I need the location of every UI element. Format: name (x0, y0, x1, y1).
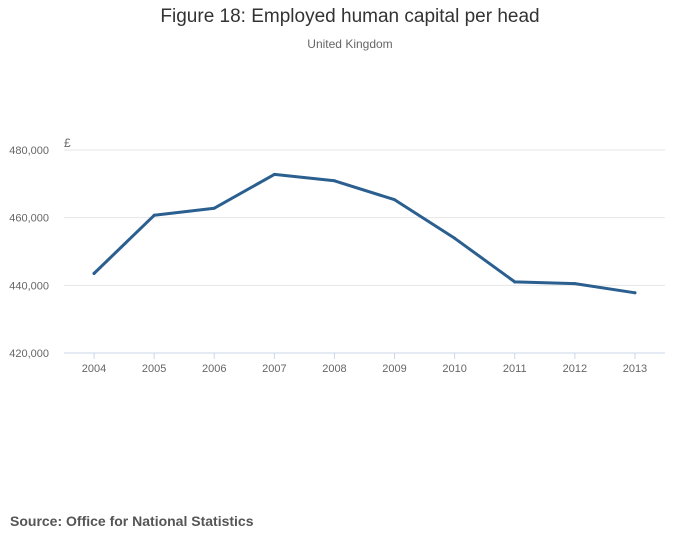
y-tick-label: 480,000 (9, 145, 49, 157)
data-point (92, 271, 96, 275)
x-tick-label: 2004 (82, 363, 106, 375)
chart-subtitle: United Kingdom (307, 37, 393, 51)
data-point (332, 179, 336, 183)
x-tick-label: 2012 (563, 363, 587, 375)
series-line (92, 172, 637, 295)
x-tick-label: 2011 (503, 363, 527, 375)
data-point (212, 206, 216, 210)
y-axis-unit-label: £ (64, 136, 71, 150)
x-tick-label: 2007 (262, 363, 286, 375)
data-point (453, 236, 457, 240)
x-tick-label: 2006 (202, 363, 226, 375)
chart-title: Figure 18: Employed human capital per he… (160, 6, 540, 27)
x-tick-label: 2009 (382, 363, 406, 375)
x-tick-label: 2013 (623, 363, 647, 375)
x-tick-label: 2008 (322, 363, 346, 375)
data-point (633, 291, 637, 295)
y-tick-label: 420,000 (9, 348, 49, 360)
x-tick-label: 2010 (442, 363, 466, 375)
gridlines (64, 149, 665, 286)
series-group (92, 172, 637, 295)
y-tick-label: 440,000 (9, 280, 49, 292)
data-point (393, 198, 397, 202)
source-note: Source: Office for National Statistics (10, 513, 254, 529)
y-tick-label: 460,000 (9, 213, 49, 225)
x-axis: 2004 2005 2006 2007 2008 2009 2010 2011 2012 2013 (64, 352, 665, 375)
data-point (573, 282, 577, 286)
y-axis: £ 420,000 440,000 460,000 480,000 (9, 136, 71, 360)
data-point (272, 172, 276, 176)
x-tick-label: 2005 (142, 363, 166, 375)
data-point (152, 213, 156, 217)
data-point (513, 280, 517, 284)
